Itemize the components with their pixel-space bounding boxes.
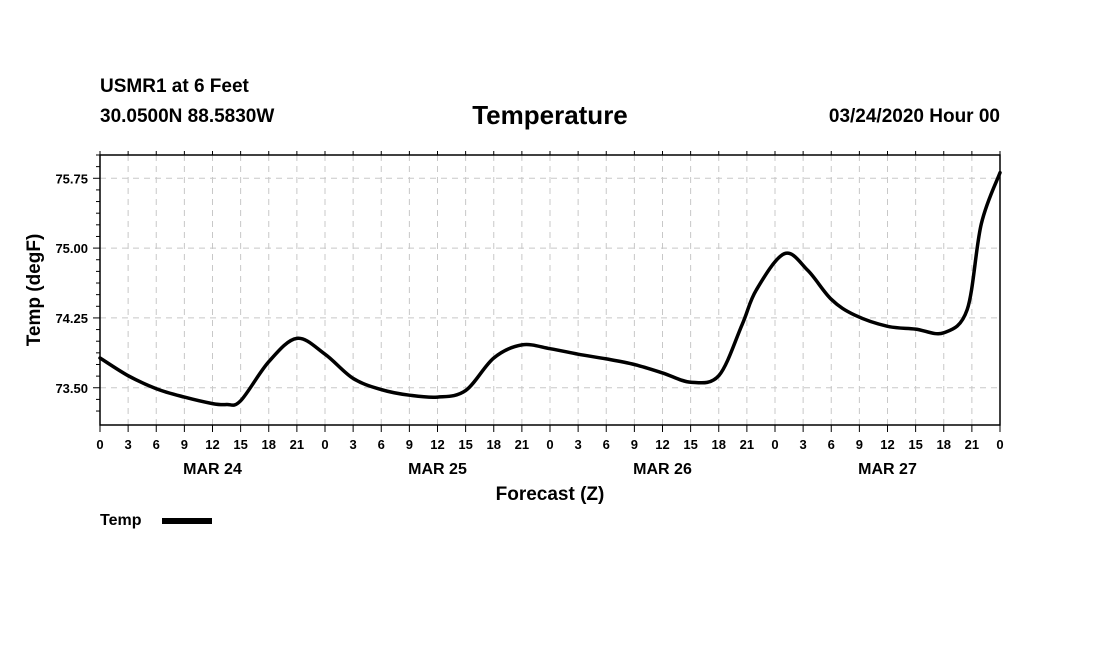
x-tick-label: 0 — [996, 437, 1003, 452]
x-tick-label: 6 — [378, 437, 385, 452]
x-tick-label: 0 — [771, 437, 778, 452]
date-label: MAR 24 — [183, 461, 242, 478]
x-tick-label: 18 — [487, 437, 501, 452]
x-tick-label: 15 — [233, 437, 247, 452]
y-tick-label: 75.75 — [55, 171, 88, 186]
date-label: MAR 26 — [633, 461, 692, 478]
x-tick-label: 0 — [546, 437, 553, 452]
grid-layer — [100, 155, 1000, 425]
x-tick-label: 6 — [828, 437, 835, 452]
x-tick-label: 15 — [908, 437, 922, 452]
chart-title: Temperature — [472, 100, 628, 130]
x-tick-label: 9 — [406, 437, 413, 452]
x-tick-label: 9 — [631, 437, 638, 452]
y-axis-title: Temp (degF) — [24, 234, 45, 347]
tick-layer — [93, 151, 1001, 432]
date-label: MAR 27 — [858, 461, 917, 478]
x-tick-label: 0 — [321, 437, 328, 452]
x-tick-label: 18 — [937, 437, 951, 452]
x-tick-label: 15 — [683, 437, 697, 452]
y-tick-label: 73.50 — [55, 381, 88, 396]
y-tick-label: 74.25 — [55, 311, 88, 326]
series-line-temp — [98, 170, 1002, 407]
x-tick-label: 3 — [350, 437, 357, 452]
x-tick-label: 12 — [430, 437, 444, 452]
label-layer: 0 3 6 9 12 15 18 21 0 3 6 9 12 15 18 21 0 3 6 9 12 15 18 21 0 3 6 9… — [55, 171, 1003, 478]
x-tick-label: 6 — [153, 437, 160, 452]
date-label: MAR 25 — [408, 461, 467, 478]
x-tick-label: 9 — [181, 437, 188, 452]
station-label: USMR1 at 6 Feet — [100, 76, 249, 97]
x-tick-label: 18 — [712, 437, 726, 452]
y-tick-label: 75.00 — [55, 241, 88, 256]
x-tick-label: 15 — [458, 437, 472, 452]
x-tick-label: 12 — [205, 437, 219, 452]
x-tick-label: 21 — [740, 437, 754, 452]
x-tick-label: 3 — [125, 437, 132, 452]
x-tick-label: 3 — [800, 437, 807, 452]
x-axis-title: Forecast (Z) — [496, 484, 605, 505]
x-tick-label: 18 — [262, 437, 276, 452]
x-tick-label: 21 — [290, 437, 304, 452]
x-tick-label: 6 — [603, 437, 610, 452]
x-tick-label: 0 — [96, 437, 103, 452]
x-tick-label: 3 — [575, 437, 582, 452]
legend-label: Temp — [100, 512, 142, 529]
x-tick-label: 21 — [515, 437, 529, 452]
x-tick-label: 12 — [655, 437, 669, 452]
plot-frame — [99, 154, 1001, 426]
forecast-datetime: 03/24/2020 Hour 00 — [828, 106, 1000, 127]
x-tick-label: 9 — [856, 437, 863, 452]
x-tick-label: 21 — [965, 437, 979, 452]
legend: Temp — [100, 512, 212, 529]
coordinates-label: 30.0500N 88.5830W — [100, 106, 275, 127]
x-tick-label: 12 — [880, 437, 894, 452]
